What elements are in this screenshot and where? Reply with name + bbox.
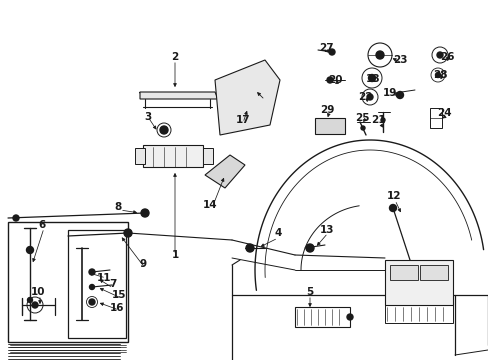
Text: 21: 21 <box>370 115 385 125</box>
Circle shape <box>141 209 149 217</box>
Bar <box>135 148 145 164</box>
Text: 15: 15 <box>112 290 126 300</box>
Bar <box>314 118 345 134</box>
Bar <box>384 305 452 323</box>
Circle shape <box>375 51 383 59</box>
Bar <box>429 108 441 128</box>
Circle shape <box>366 94 372 100</box>
Text: 3: 3 <box>144 112 151 122</box>
Polygon shape <box>140 92 218 99</box>
Circle shape <box>435 72 440 77</box>
Bar <box>68 230 126 338</box>
Polygon shape <box>204 155 244 188</box>
Circle shape <box>389 204 396 211</box>
Bar <box>389 265 417 280</box>
Circle shape <box>89 299 95 305</box>
Circle shape <box>27 297 32 302</box>
Circle shape <box>32 302 38 308</box>
Circle shape <box>245 244 253 252</box>
Circle shape <box>89 269 95 275</box>
Circle shape <box>305 244 313 252</box>
Text: 28: 28 <box>432 70 447 80</box>
Bar <box>142 145 203 167</box>
Bar <box>384 260 452 305</box>
Text: 9: 9 <box>139 259 146 269</box>
Text: 20: 20 <box>327 75 342 85</box>
Circle shape <box>436 52 442 58</box>
Text: 7: 7 <box>109 279 117 289</box>
Text: 17: 17 <box>235 115 250 125</box>
Circle shape <box>124 229 132 237</box>
Text: 19: 19 <box>382 88 396 98</box>
Circle shape <box>13 215 19 221</box>
Bar <box>294 307 349 327</box>
Text: 1: 1 <box>171 250 178 260</box>
Text: 24: 24 <box>436 108 450 118</box>
Circle shape <box>368 75 375 81</box>
Polygon shape <box>215 60 280 135</box>
Text: 23: 23 <box>392 55 407 65</box>
Text: 14: 14 <box>202 200 217 210</box>
Circle shape <box>360 126 364 130</box>
Text: 16: 16 <box>109 303 124 313</box>
Bar <box>8 222 128 342</box>
Circle shape <box>346 314 352 320</box>
Bar <box>419 265 447 280</box>
Text: 27: 27 <box>318 43 333 53</box>
Circle shape <box>328 49 334 55</box>
Circle shape <box>26 247 34 253</box>
Text: 8: 8 <box>114 202 122 212</box>
Text: 11: 11 <box>97 273 111 283</box>
Text: 13: 13 <box>319 225 334 235</box>
Circle shape <box>396 91 403 99</box>
Text: 22: 22 <box>357 92 371 102</box>
Text: 6: 6 <box>38 220 45 230</box>
Text: 12: 12 <box>386 191 401 201</box>
Circle shape <box>89 284 94 289</box>
Text: 29: 29 <box>319 105 333 115</box>
Text: 26: 26 <box>439 52 453 62</box>
Text: 2: 2 <box>171 52 178 62</box>
Bar <box>203 148 213 164</box>
Circle shape <box>160 126 168 134</box>
Circle shape <box>326 77 332 83</box>
Text: 5: 5 <box>306 287 313 297</box>
Text: 18: 18 <box>365 74 380 84</box>
Circle shape <box>380 118 384 122</box>
Text: 25: 25 <box>354 113 368 123</box>
Text: 10: 10 <box>31 287 45 297</box>
Text: 4: 4 <box>274 228 281 238</box>
